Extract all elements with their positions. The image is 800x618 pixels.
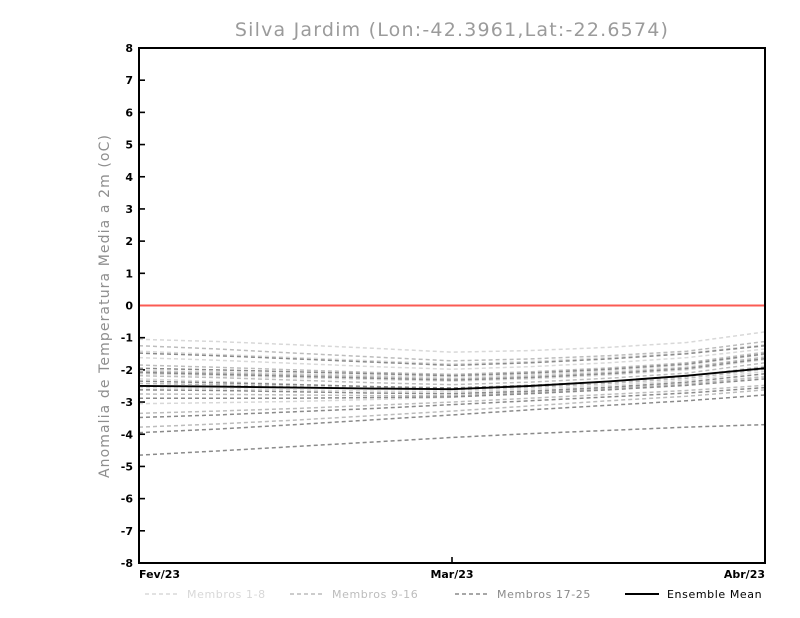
x-tick-label: Abr/23 <box>724 568 765 581</box>
y-tick-label: -4 <box>121 428 134 441</box>
y-tick-label: 3 <box>125 203 133 216</box>
y-tick-label: 0 <box>125 300 133 313</box>
plot-frame <box>138 47 766 564</box>
member-line <box>138 358 766 382</box>
y-tick-label: 1 <box>125 267 133 280</box>
member-line <box>138 368 766 391</box>
y-tick-label: -1 <box>121 332 133 345</box>
x-tick-label: Mar/23 <box>430 568 473 581</box>
y-tick-label: -5 <box>121 460 133 473</box>
y-tick-label: 8 <box>125 42 133 55</box>
page-title: Silva Jardim (Lon:-42.3961,Lat:-22.6574) <box>235 19 669 41</box>
y-tick-label: -7 <box>121 525 133 538</box>
chart-legend: Membros 1-8 Membros 9-16 Membros 17-25 Ense… <box>145 588 762 601</box>
ensemble-mean-line <box>138 367 766 391</box>
x-tick-label: Fev/23 <box>139 568 180 581</box>
legend-label: Membros 17-25 <box>497 588 591 601</box>
y-tick-label: -8 <box>121 557 133 570</box>
member-line <box>138 372 766 395</box>
member-line <box>139 378 766 399</box>
y-tick-label: 6 <box>125 106 133 119</box>
y-tick-label: 5 <box>125 139 133 152</box>
y-axis-title: Anomalia de Temperatura Media a 2m (oC) <box>97 134 113 478</box>
legend-label: Ensemble Mean <box>667 588 762 601</box>
legend-label: Membros 1-8 <box>187 588 266 601</box>
y-tick-label: -3 <box>121 396 133 409</box>
y-tick-label: 4 <box>125 171 133 184</box>
x-axis-ticks: Fev/23 Mar/23 Abr/23 <box>138 557 766 581</box>
y-tick-label: 2 <box>125 235 133 248</box>
member-line <box>138 370 766 393</box>
member-line <box>138 376 766 397</box>
y-tick-label: -2 <box>121 364 133 377</box>
y-tick-label: -6 <box>121 493 134 506</box>
plot-area <box>138 304 766 456</box>
y-tick-label: 7 <box>125 74 133 87</box>
legend-label: Membros 9-16 <box>332 588 418 601</box>
